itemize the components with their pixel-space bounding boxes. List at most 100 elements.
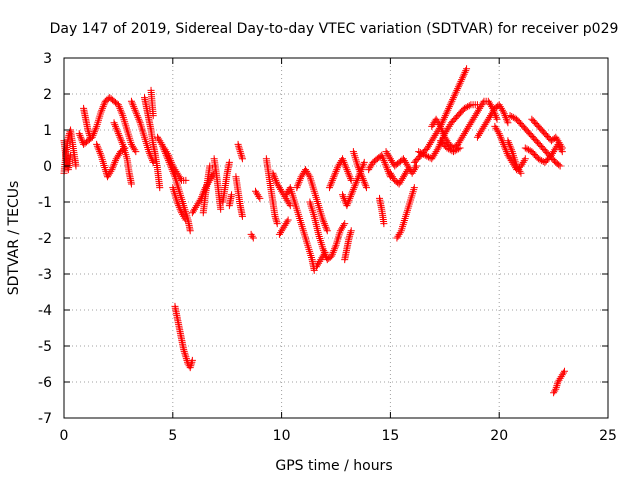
data-point: [349, 185, 357, 193]
data-point: [454, 145, 462, 153]
data-point: [99, 103, 107, 111]
data-point: [319, 252, 327, 260]
data-point: [506, 142, 514, 150]
data-point: [286, 202, 294, 210]
data-point: [558, 144, 566, 152]
data-point: [555, 376, 563, 384]
y-tick-label: -2: [38, 231, 52, 247]
data-point: [342, 164, 350, 172]
data-point: [475, 106, 483, 114]
data-point: [182, 353, 190, 361]
data-point: [383, 166, 391, 174]
data-point: [316, 257, 324, 265]
data-point: [396, 178, 404, 186]
data-point: [424, 142, 432, 150]
data-point: [135, 117, 143, 125]
data-point: [285, 200, 293, 208]
data-point: [110, 160, 118, 168]
data-point: [447, 99, 455, 107]
data-point: [462, 67, 470, 75]
data-point: [329, 248, 337, 256]
data-point: [445, 104, 453, 112]
data-point: [357, 169, 365, 177]
data-point: [115, 103, 123, 111]
data-point: [160, 144, 168, 152]
data-point: [322, 223, 330, 231]
data-point: [552, 383, 560, 391]
data-point: [401, 157, 409, 165]
data-point: [362, 182, 370, 190]
data-point: [181, 349, 189, 357]
data-point: [445, 103, 453, 111]
data-point: [387, 157, 395, 165]
data-point: [188, 209, 196, 217]
data-point: [431, 131, 439, 139]
data-point: [378, 153, 386, 161]
data-point: [206, 162, 214, 170]
data-point: [443, 144, 451, 152]
x-tick-label: 0: [60, 428, 69, 444]
data-point: [458, 133, 466, 141]
data-point: [556, 374, 564, 382]
data-point: [317, 256, 325, 264]
data-point: [380, 220, 388, 228]
data-point: [217, 205, 225, 213]
data-point: [462, 104, 470, 111]
data-point: [421, 151, 429, 159]
data-point: [294, 182, 302, 190]
data-point: [273, 180, 281, 188]
data-point: [187, 360, 195, 368]
data-point: [458, 76, 466, 84]
data-point: [506, 155, 514, 163]
data-point: [359, 175, 367, 183]
data-point: [384, 151, 392, 159]
data-point: [484, 97, 492, 105]
data-point: [439, 130, 447, 138]
data-point: [278, 187, 286, 195]
data-point: [163, 149, 171, 157]
y-tick-label: -3: [38, 267, 52, 283]
data-point: [270, 173, 278, 181]
data-point: [556, 162, 564, 170]
data-point: [515, 166, 523, 174]
data-point: [380, 157, 388, 165]
data-point: [320, 218, 328, 226]
data-point: [459, 72, 467, 80]
data-point: [182, 216, 190, 224]
data-point: [339, 193, 347, 201]
data-point: [328, 178, 336, 186]
data-point: [457, 135, 465, 143]
data-point: [168, 160, 176, 168]
data-point: [127, 180, 135, 188]
data-point: [349, 187, 357, 195]
data-point: [109, 164, 117, 172]
data-point: [402, 169, 410, 177]
data-point: [519, 158, 527, 166]
data-point: [341, 162, 349, 170]
data-point: [310, 266, 318, 274]
data-point: [428, 155, 436, 163]
data-point: [460, 130, 468, 138]
data-point: [352, 178, 360, 186]
data-point: [182, 176, 190, 184]
data-point: [555, 161, 563, 169]
data-point: [117, 108, 125, 116]
data-point: [114, 101, 122, 109]
data-point: [418, 149, 426, 157]
data-point: [346, 173, 354, 181]
data-point: [326, 182, 334, 190]
data-point: [553, 382, 561, 390]
data-point: [431, 149, 439, 157]
data-point: [273, 178, 281, 186]
data-point: [279, 225, 287, 233]
data-point: [409, 167, 417, 175]
data-point: [523, 145, 531, 153]
data-point: [386, 155, 394, 163]
data-point: [435, 121, 443, 129]
data-point: [470, 113, 478, 121]
data-point: [332, 167, 340, 175]
data-point: [496, 103, 504, 111]
y-axis-label: SDTVAR / TECUs: [6, 181, 22, 296]
data-point: [387, 171, 395, 179]
data-point: [178, 209, 186, 217]
